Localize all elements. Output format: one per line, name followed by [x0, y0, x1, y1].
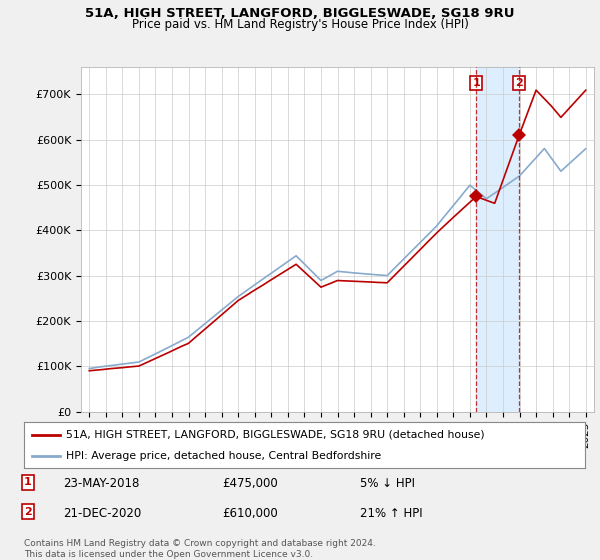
Text: 2: 2 — [24, 507, 32, 517]
Text: 5% ↓ HPI: 5% ↓ HPI — [360, 477, 415, 490]
Text: 21% ↑ HPI: 21% ↑ HPI — [360, 507, 422, 520]
Text: 21-DEC-2020: 21-DEC-2020 — [63, 507, 141, 520]
Text: 51A, HIGH STREET, LANGFORD, BIGGLESWADE, SG18 9RU (detached house): 51A, HIGH STREET, LANGFORD, BIGGLESWADE,… — [66, 430, 485, 440]
Text: 23-MAY-2018: 23-MAY-2018 — [63, 477, 139, 490]
Text: 51A, HIGH STREET, LANGFORD, BIGGLESWADE, SG18 9RU: 51A, HIGH STREET, LANGFORD, BIGGLESWADE,… — [85, 7, 515, 20]
Text: HPI: Average price, detached house, Central Bedfordshire: HPI: Average price, detached house, Cent… — [66, 451, 382, 461]
Bar — [476, 67, 519, 412]
Text: 2: 2 — [515, 77, 523, 87]
Text: 1: 1 — [472, 77, 480, 87]
Text: Contains HM Land Registry data © Crown copyright and database right 2024.
This d: Contains HM Land Registry data © Crown c… — [24, 539, 376, 559]
Text: £610,000: £610,000 — [222, 507, 278, 520]
Text: Price paid vs. HM Land Registry's House Price Index (HPI): Price paid vs. HM Land Registry's House … — [131, 18, 469, 31]
Text: £475,000: £475,000 — [222, 477, 278, 490]
Text: 1: 1 — [24, 477, 32, 487]
